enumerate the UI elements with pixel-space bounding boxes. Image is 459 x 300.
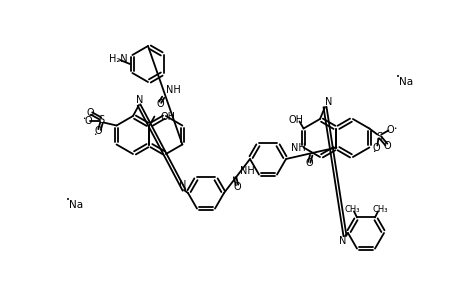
Text: N: N [136,95,143,105]
Text: •: • [392,126,395,131]
Text: O: O [156,99,164,109]
Text: O: O [87,107,94,118]
Text: Na: Na [398,77,412,87]
Text: O: O [84,116,92,125]
Text: OH: OH [160,112,175,122]
Text: H₂N: H₂N [108,54,127,64]
Text: CH₃: CH₃ [371,205,387,214]
Text: O: O [95,125,102,136]
Text: N: N [325,97,332,107]
Text: NH: NH [290,143,305,153]
Text: O: O [305,158,313,168]
Text: O: O [372,142,379,152]
Text: N: N [179,180,186,190]
Text: O: O [233,182,241,192]
Text: N: N [339,236,346,246]
Text: •: • [371,149,374,154]
Text: •: • [93,132,96,137]
Text: Na: Na [69,200,83,210]
Text: CH₃: CH₃ [343,205,359,214]
Text: S: S [375,131,381,142]
Text: NH: NH [165,85,180,95]
Text: NH: NH [239,166,254,176]
Text: OH: OH [287,115,302,124]
Text: O: O [386,124,393,134]
Text: •: • [395,74,399,80]
Text: S: S [98,115,104,124]
Text: •: • [82,116,85,121]
Text: O: O [383,140,390,151]
Text: •: • [66,197,70,203]
